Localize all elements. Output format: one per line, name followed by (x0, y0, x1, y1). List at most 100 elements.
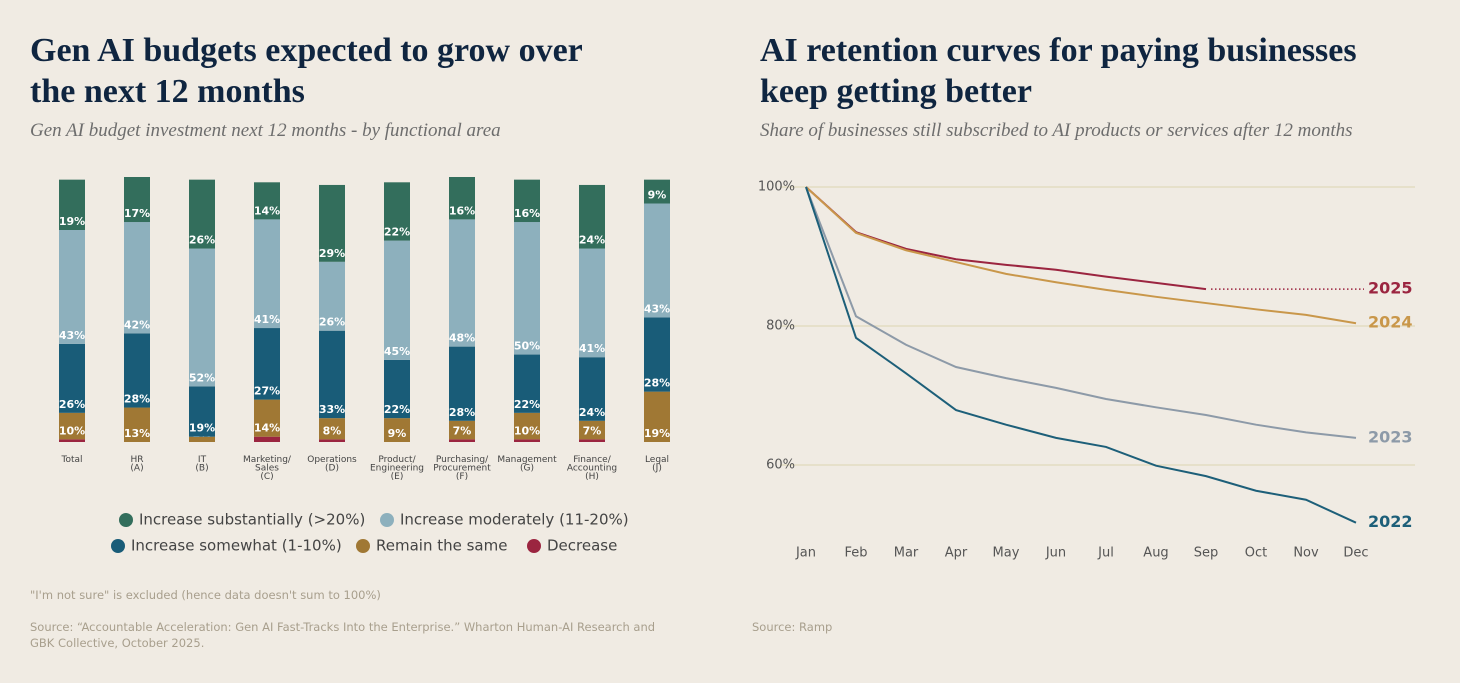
x-tick-label: Sep (1194, 546, 1219, 561)
bar-segment (189, 179, 215, 249)
x-tick-label: Oct (1245, 546, 1267, 561)
data-label: 24% (579, 406, 605, 419)
series-label: 2022 (1368, 512, 1413, 531)
bar-segment (514, 354, 540, 413)
data-label: 16% (449, 204, 475, 217)
data-label: 26% (319, 316, 345, 329)
x-tick-label: Apr (945, 546, 968, 561)
x-tick-label: Finance/Accounting (H) (567, 455, 617, 482)
x-tick-label: Management (G) (497, 455, 557, 474)
data-label: 19% (644, 427, 670, 440)
x-tick-label: Jan (795, 546, 816, 561)
bar-segment (189, 386, 215, 437)
data-label: 22% (384, 403, 410, 416)
legend-marker (527, 539, 541, 553)
x-tick-label: Mar (894, 546, 919, 561)
bar-segment (644, 317, 670, 392)
data-label: 42% (124, 318, 150, 331)
data-label: 43% (59, 329, 85, 342)
legend-marker (380, 513, 394, 527)
series-label: 2024 (1368, 313, 1413, 332)
bar-segment (644, 391, 670, 442)
data-label: 14% (254, 204, 280, 217)
line (805, 186, 1357, 524)
line (805, 186, 1357, 325)
data-label: 26% (59, 398, 85, 411)
data-label: 9% (388, 427, 407, 440)
data-label: 28% (644, 377, 670, 390)
chart-title: AI retention curves for paying businesse… (760, 32, 1357, 110)
legend-marker (119, 513, 133, 527)
bar-segment (384, 240, 410, 360)
chart-subtitle: Gen AI budget investment next 12 months … (30, 120, 501, 141)
bar-segment (59, 439, 85, 442)
data-label: 17% (124, 207, 150, 220)
bar-segment (59, 230, 85, 344)
bar-segment (514, 439, 540, 442)
bar-segment (254, 219, 280, 329)
data-label: 19% (189, 422, 215, 435)
bar-segment (579, 420, 605, 440)
chart-subtitle: Share of businesses still subscribed to … (760, 120, 1353, 141)
legend-label: Decrease (547, 537, 617, 555)
bar-segment (449, 177, 475, 220)
bar-segment (254, 328, 280, 400)
legend-label: Remain the same (376, 537, 507, 555)
x-tick-label: Marketing/Sales (C) (243, 455, 292, 482)
bar-segment (319, 439, 345, 442)
bar-segment (579, 184, 605, 249)
data-label: 45% (384, 345, 410, 358)
bar-segment (59, 179, 85, 230)
data-label: 52% (189, 371, 215, 384)
x-tick-label: Legal (J) (645, 455, 669, 474)
bar-segment (384, 182, 410, 241)
series-label: 2025 (1368, 279, 1413, 298)
data-label: 28% (124, 393, 150, 406)
bar-segment (189, 248, 215, 387)
data-label: 22% (514, 398, 540, 411)
chart-title: Gen AI budgets expected to grow over the… (30, 32, 583, 110)
x-tick-label: May (993, 546, 1020, 561)
data-label: 41% (254, 313, 280, 326)
source: Source: “Accountable Acceleration: Gen A… (30, 620, 656, 650)
bar-segment (59, 343, 85, 413)
data-label: 22% (384, 226, 410, 239)
data-label: 19% (59, 215, 85, 228)
series-label: 2023 (1368, 427, 1413, 446)
data-label: 7% (453, 424, 472, 437)
bar-segment (514, 412, 540, 440)
x-tick-label: Dec (1343, 546, 1368, 561)
x-tick-label: Nov (1293, 546, 1319, 561)
legend-label: Increase somewhat (1-10%) (131, 537, 342, 555)
data-label: 43% (644, 302, 670, 315)
bar-segment (514, 179, 540, 223)
data-label: 13% (124, 427, 150, 440)
data-label: 9% (648, 189, 667, 202)
data-label: 48% (449, 332, 475, 345)
bar-segment (579, 248, 605, 358)
y-tick-label: 60% (766, 458, 795, 473)
bar-segment (319, 418, 345, 440)
bar-segment (644, 179, 670, 204)
x-tick-label: Feb (844, 546, 867, 561)
bar-segment (189, 436, 215, 442)
data-label: 27% (254, 385, 280, 398)
x-tick-label: Jul (1097, 546, 1114, 561)
bar-segment (514, 222, 540, 355)
bar-segment (319, 261, 345, 331)
bar-segment (449, 219, 475, 347)
data-label: 7% (583, 424, 602, 437)
bar-segment (124, 407, 150, 442)
data-label: 50% (514, 340, 540, 353)
data-label: 28% (449, 406, 475, 419)
data-label: 26% (189, 234, 215, 247)
bar-segment (644, 203, 670, 318)
legend-label: Increase moderately (11-20%) (400, 511, 629, 529)
bar-segment (254, 436, 280, 442)
y-tick-label: 80% (766, 319, 795, 334)
bar-segment (59, 412, 85, 440)
data-label: 8% (323, 424, 342, 437)
bar-segment (579, 439, 605, 442)
x-tick-label: Aug (1143, 546, 1168, 561)
